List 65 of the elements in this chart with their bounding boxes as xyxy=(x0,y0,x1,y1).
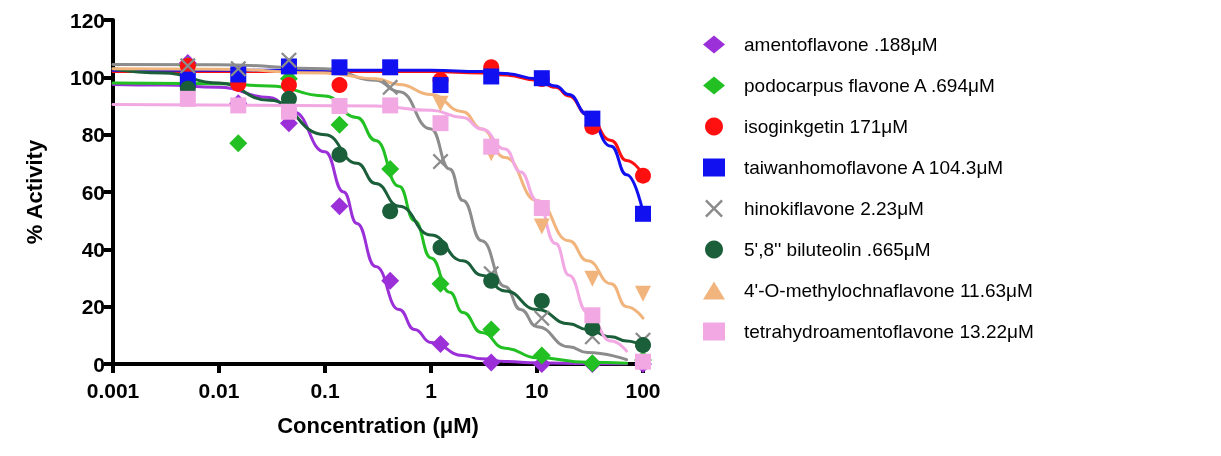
x-axis-title: Concentration (μM) xyxy=(277,412,479,438)
point xyxy=(635,285,651,302)
legend-label: amentoflavone .188μM xyxy=(744,34,938,55)
point xyxy=(381,271,400,290)
legend-label: taiwanhomoflavone A 104.3μM xyxy=(744,157,1004,178)
point xyxy=(331,77,348,94)
point xyxy=(280,103,297,120)
point xyxy=(179,90,196,107)
point xyxy=(584,307,601,324)
point xyxy=(635,205,651,222)
legend-label: hinokiflavone 2.23μM xyxy=(744,198,924,219)
y-tick-label: 80 xyxy=(81,123,105,147)
point xyxy=(432,115,449,132)
point xyxy=(432,95,449,112)
legend-label: isoginkgetin 171μM xyxy=(744,116,909,137)
point xyxy=(533,292,550,309)
point xyxy=(483,68,500,85)
point xyxy=(432,77,449,94)
point xyxy=(431,274,450,293)
point xyxy=(533,310,550,327)
point xyxy=(229,134,248,153)
point xyxy=(532,346,551,365)
point xyxy=(230,60,247,77)
point xyxy=(483,272,500,289)
y-axis-title: % Activity xyxy=(21,139,47,245)
x-tick-label: 0.1 xyxy=(310,379,340,402)
point xyxy=(330,115,349,134)
point xyxy=(533,200,550,217)
point xyxy=(331,98,348,114)
point xyxy=(280,77,297,94)
y-tick-label: 60 xyxy=(81,180,105,204)
point xyxy=(584,270,601,287)
x-tick-label: 1 xyxy=(425,379,438,402)
y-tick-label: 0 xyxy=(93,352,105,376)
legend-label: podocarpus flavone A .694μM xyxy=(744,75,995,96)
point xyxy=(635,337,651,354)
point xyxy=(331,146,348,163)
point xyxy=(533,218,550,235)
point xyxy=(382,59,399,76)
point xyxy=(482,320,501,339)
x-tick-label: 0.01 xyxy=(198,379,240,402)
point xyxy=(381,160,400,179)
point xyxy=(330,197,349,216)
legend-label: 4'-O-methylochnaflavone 11.63μM xyxy=(744,280,1033,301)
y-tick-label: 120 xyxy=(69,8,105,32)
x-tick-label: 100 xyxy=(625,379,661,402)
legend-label: tetrahydroamentoflavone 13.22μM xyxy=(744,321,1034,342)
point xyxy=(432,239,449,256)
point xyxy=(382,79,399,96)
y-tick-label: 100 xyxy=(69,65,105,89)
point xyxy=(635,167,651,184)
point xyxy=(584,110,601,127)
x-tick-label: 10 xyxy=(525,379,549,402)
point xyxy=(432,153,449,170)
point xyxy=(431,334,450,353)
legend-label: 5',8'' biluteolin .665μM xyxy=(744,239,931,260)
point xyxy=(331,59,348,76)
y-tick-label: 20 xyxy=(81,295,105,319)
point xyxy=(482,353,501,372)
x-tick-label: 0.001 xyxy=(86,379,140,402)
point xyxy=(280,52,297,69)
point xyxy=(483,138,500,155)
point xyxy=(382,203,399,220)
point xyxy=(382,97,399,114)
y-tick-label: 40 xyxy=(81,237,105,261)
